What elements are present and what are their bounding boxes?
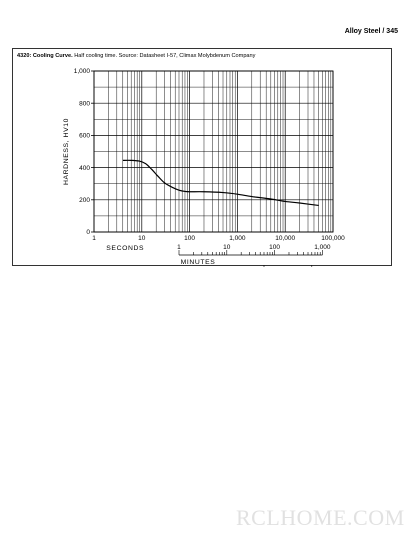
x-tick-label-seconds: 10 [138, 235, 146, 242]
caption-text: Half cooling time. Source: Datasheet I-5… [72, 53, 256, 59]
x-tick-label-minutes: 1 [177, 244, 181, 251]
hardness-curve [122, 159, 319, 207]
watermark-text: RCLHOME.COM [236, 505, 405, 530]
x-tick-label-minutes: 1,000 [314, 244, 331, 251]
x-tick-label-minutes: 100 [269, 244, 280, 251]
y-tick-label: 600 [79, 133, 90, 140]
x-tick-label-seconds: 100 [184, 235, 195, 242]
y-tick-label: 200 [79, 197, 90, 204]
y-tick-label: 400 [79, 165, 90, 172]
x-tick-label-seconds: 1,000 [229, 235, 246, 242]
axis-labels: 0 200 400 600 800 1,000 HARDNESS, HV10 1 10 100 1,… [63, 68, 345, 266]
chart-panel: 4320: Cooling Curve. Half cooling time. … [12, 48, 392, 267]
x-tick-label-minutes: 10 [223, 244, 231, 251]
x-tick-label-seconds: 10,000 [275, 235, 295, 242]
hardness-cooling-chart: 0 200 400 600 800 1,000 HARDNESS, HV10 1 10 100 1,… [63, 68, 345, 267]
caption-title: 4320: Cooling Curve. [17, 53, 73, 59]
x-axis-title-minutes: MINUTES [181, 259, 216, 266]
page-header: Alloy Steel / 345 [344, 28, 398, 35]
grid-lines [93, 70, 334, 233]
plot-frame [93, 70, 334, 233]
x-tick-label-seconds: 100,000 [321, 235, 345, 242]
x-axis-title-seconds: SECONDS [106, 245, 144, 252]
axes [91, 70, 334, 267]
x-tick-label-seconds: 1 [92, 235, 96, 242]
y-tick-label: 1,000 [74, 68, 91, 75]
data-series [122, 159, 319, 207]
figure-caption: 4320: Cooling Curve. Half cooling time. … [17, 53, 255, 59]
y-tick-label: 800 [79, 100, 90, 107]
y-axis-title: HARDNESS, HV10 [63, 118, 70, 185]
y-tick-label: 0 [86, 229, 90, 236]
